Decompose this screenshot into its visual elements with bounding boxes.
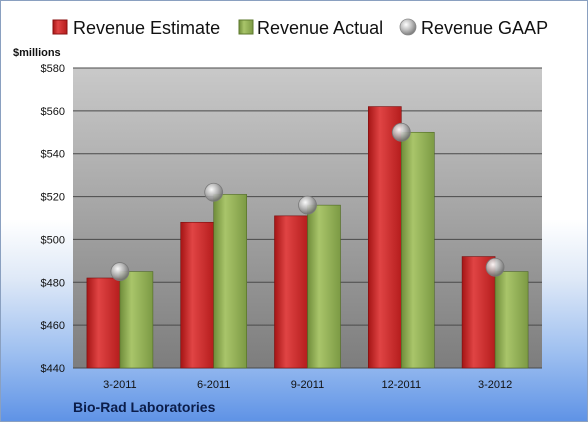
legend-gaap-label: Revenue GAAP <box>421 18 548 38</box>
legend-actual-label: Revenue Actual <box>257 18 383 38</box>
bar-revenue-estimate <box>180 221 214 369</box>
marker-revenue-gaap <box>485 257 505 277</box>
x-axis-ticks: 3-2011 6-2011 9-2011 12-2011 3-2012 <box>103 379 512 391</box>
bar-revenue-actual <box>400 131 435 369</box>
company-name: Bio-Rad Laboratories <box>73 399 216 415</box>
legend: Revenue Estimate Revenue Actual Revenue … <box>52 18 548 38</box>
marker-revenue-gaap <box>204 182 224 202</box>
gaap-markers <box>110 122 505 281</box>
y-tick-label: $460 <box>41 320 65 332</box>
bars <box>86 106 529 369</box>
y-axis-ticks: $440 $460 $480 $500 $520 $540 $560 $580 <box>41 63 65 375</box>
x-tick-label: 3-2011 <box>103 379 136 391</box>
y-tick-label: $440 <box>41 363 65 375</box>
y-tick-label: $560 <box>41 106 65 118</box>
y-axis-unit-label: $millions <box>13 47 61 59</box>
bar-revenue-estimate <box>461 256 496 369</box>
legend-estimate-label: Revenue Estimate <box>73 18 220 38</box>
marker-revenue-gaap <box>298 195 317 215</box>
bar-revenue-actual <box>494 271 529 369</box>
marker-revenue-gaap <box>110 262 130 281</box>
bar-revenue-actual <box>213 194 247 369</box>
y-tick-label: $520 <box>41 192 65 204</box>
x-tick-label: 6-2011 <box>197 379 230 391</box>
y-tick-label: $580 <box>41 63 65 75</box>
y-tick-label: $480 <box>41 277 65 289</box>
bar-revenue-actual <box>119 271 154 369</box>
bar-revenue-estimate <box>86 277 121 369</box>
marker-revenue-gaap <box>391 122 411 142</box>
y-tick-label: $500 <box>41 234 65 246</box>
x-tick-label: 12-2011 <box>382 379 422 391</box>
bar-revenue-estimate <box>367 106 402 369</box>
bar-revenue-estimate <box>274 215 308 369</box>
legend-actual-icon <box>238 19 254 35</box>
x-tick-label: 9-2011 <box>291 379 324 391</box>
y-tick-label: $540 <box>41 149 65 161</box>
x-tick-label: 3-2012 <box>478 379 512 391</box>
legend-gaap-icon <box>399 18 417 36</box>
bar-revenue-actual <box>307 204 341 369</box>
legend-estimate-icon <box>52 19 68 35</box>
